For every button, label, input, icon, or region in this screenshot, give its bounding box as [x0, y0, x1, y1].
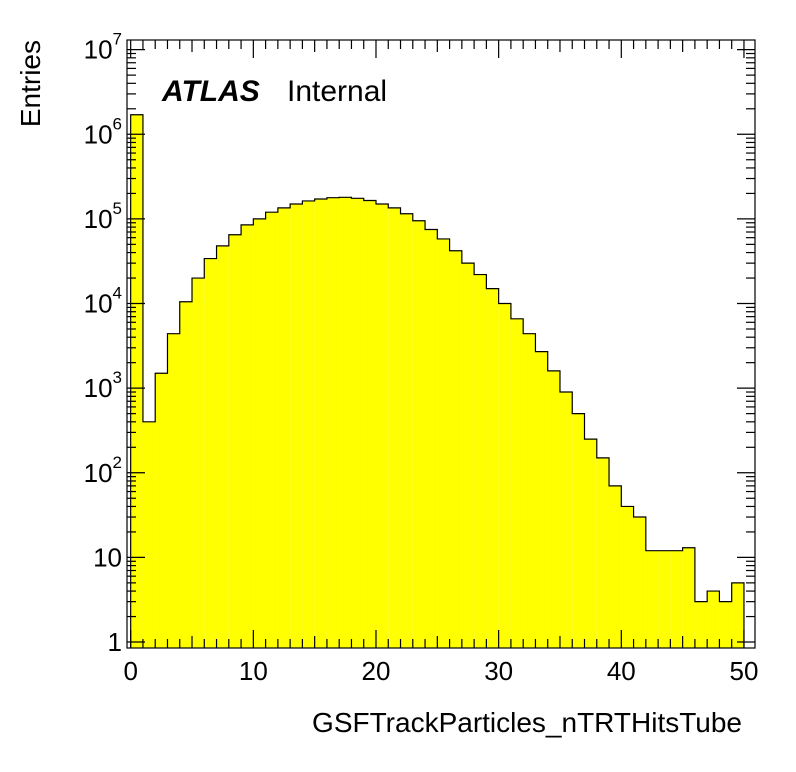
x-tick-label: 10: [239, 656, 268, 686]
y-tick-label: 107: [84, 30, 122, 65]
x-tick-label: 40: [607, 656, 636, 686]
histogram-bin: [339, 197, 352, 648]
histogram-bin: [167, 333, 180, 648]
histogram-bin: [155, 373, 168, 648]
histogram-bin: [179, 301, 193, 648]
histogram-bin: [425, 229, 438, 649]
histogram-bin: [326, 197, 340, 648]
x-tick-label: 50: [730, 656, 759, 686]
histogram-bin: [130, 114, 143, 648]
histogram-outline: [130, 114, 745, 648]
histogram-bin: [228, 234, 242, 649]
histogram-bin: [645, 550, 659, 648]
x-tick-label: 30: [484, 656, 513, 686]
histogram-bin: [596, 457, 610, 648]
x-tick-labels: 0 10 20 30 40 50: [123, 656, 758, 686]
axis-ticks: [127, 40, 755, 648]
histogram-bin: [412, 220, 426, 648]
histogram-bin: [216, 245, 229, 648]
histogram-bin: [547, 370, 560, 648]
histogram-bin: [694, 601, 708, 648]
histogram-bin: [707, 591, 720, 648]
histogram-bin: [731, 582, 744, 648]
histogram-bin: [474, 274, 487, 648]
histogram-bin: [621, 506, 634, 648]
y-tick-label: 10: [93, 542, 122, 572]
histogram-bin: [719, 601, 732, 648]
y-axis-title: Entries: [15, 40, 46, 127]
histogram-bin: [535, 351, 548, 648]
plot-frame: [126, 39, 756, 649]
histogram-bin: [486, 288, 499, 648]
histogram-bin: [302, 200, 315, 648]
histogram-bin: [290, 203, 303, 648]
histogram-bin: [572, 413, 585, 648]
histogram-bin: [192, 278, 205, 648]
histogram-bin: [388, 207, 401, 649]
x-axis-title: GSFTrackParticles_nTRTHitsTube: [312, 707, 742, 738]
histogram-bars: [130, 114, 744, 649]
histogram-bin: [375, 203, 389, 648]
histogram-bin: [498, 303, 511, 648]
histogram-bin: [241, 224, 254, 649]
histogram-bin: [609, 485, 622, 648]
histogram-bin: [277, 207, 291, 649]
atlas-label: ATLAS: [161, 75, 260, 108]
histogram-bin: [363, 200, 376, 648]
y-tick-label: 1: [108, 627, 122, 657]
histogram-bin: [449, 250, 462, 648]
histogram-bin: [682, 547, 695, 648]
histogram-bin: [142, 421, 156, 648]
y-tick-labels: 1 10 102 103 104 105 106 107: [84, 30, 122, 657]
y-tick-label: 102: [84, 453, 122, 488]
histogram-bin: [658, 550, 671, 648]
y-tick-label: 105: [84, 199, 122, 234]
histogram-bin: [437, 238, 450, 648]
histogram-bin: [265, 212, 278, 649]
internal-label: Internal: [287, 75, 387, 108]
y-tick-label: 104: [84, 284, 122, 319]
x-tick-label: 0: [123, 656, 137, 686]
histogram-bin: [670, 550, 683, 648]
histogram-bin: [400, 213, 413, 648]
histogram-bin: [314, 198, 327, 648]
histogram-bin: [204, 258, 217, 648]
y-tick-label: 103: [84, 368, 122, 403]
histogram-bin: [461, 263, 475, 648]
x-tick-label: 20: [362, 656, 391, 686]
histogram-bin: [523, 333, 536, 648]
histogram-bin: [351, 198, 364, 648]
histogram-bin: [253, 218, 266, 648]
histogram-bin: [559, 392, 573, 648]
histogram-bin: [633, 517, 646, 648]
histogram-bin: [510, 318, 524, 648]
histogram-bin: [584, 439, 597, 648]
y-tick-label: 106: [84, 114, 122, 149]
